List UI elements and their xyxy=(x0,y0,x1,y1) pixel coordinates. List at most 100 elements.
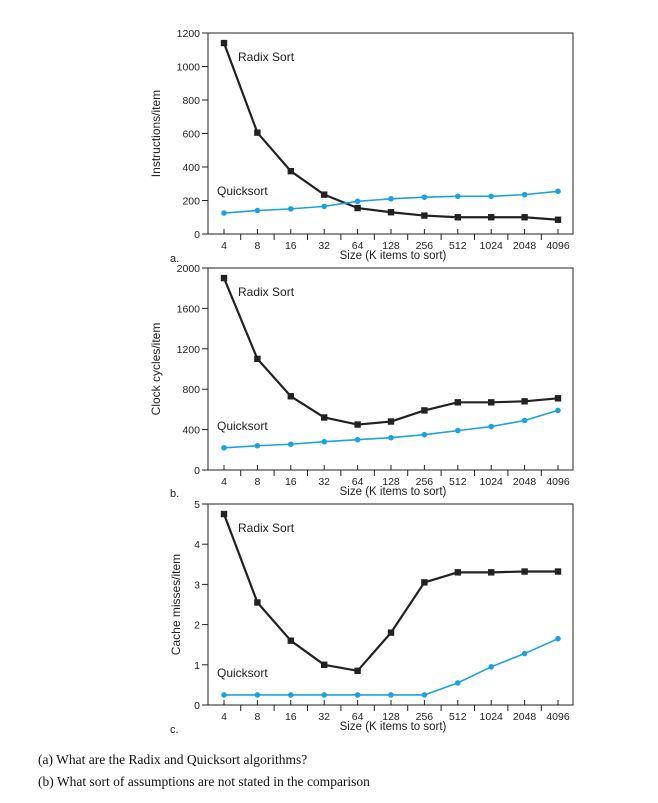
data-point-quicksort xyxy=(254,207,261,214)
data-point-radix xyxy=(421,212,428,219)
x-tick-label: 256 xyxy=(416,240,434,252)
x-axis-label: Size (K items to sort) xyxy=(340,486,447,498)
data-point-quicksort xyxy=(254,442,261,449)
data-point-radix xyxy=(321,661,328,668)
x-tick-label: 32 xyxy=(318,476,330,488)
question-b: (b) What sort of assumptions are not sta… xyxy=(38,774,370,789)
data-point-quicksort xyxy=(288,692,294,698)
x-tick-label: 2048 xyxy=(513,476,537,488)
x-tick-label: 4 xyxy=(221,240,227,252)
data-point-quicksort xyxy=(555,188,561,195)
y-tick-label: 2 xyxy=(194,620,200,632)
series-line-quicksort xyxy=(224,637,559,696)
data-point-quicksort xyxy=(488,664,495,670)
y-tick-label: 2000 xyxy=(177,263,201,275)
x-tick-label: 512 xyxy=(449,240,467,252)
data-point-radix xyxy=(521,214,528,221)
x-tick-label: 2048 xyxy=(513,711,537,723)
y-tick-label: 400 xyxy=(182,425,200,437)
x-tick-label: 64 xyxy=(352,240,364,252)
y-tick-label: 200 xyxy=(182,196,200,208)
data-point-radix xyxy=(454,569,461,576)
x-tick-label: 64 xyxy=(352,711,364,723)
data-point-radix xyxy=(287,637,294,644)
data-point-radix xyxy=(354,204,361,212)
x-tick-label: 4096 xyxy=(546,711,570,723)
data-point-quicksort xyxy=(321,692,328,698)
series-line-radix xyxy=(222,277,559,426)
data-point-quicksort xyxy=(421,431,428,438)
x-tick-label: 32 xyxy=(318,240,330,252)
data-point-radix xyxy=(220,39,228,47)
data-point-radix xyxy=(254,599,261,606)
data-point-radix xyxy=(454,214,461,221)
data-point-radix xyxy=(321,414,328,421)
y-axis-label: Clock cycles/item xyxy=(149,323,163,416)
data-point-quicksort xyxy=(488,193,495,200)
x-tick-label: 8 xyxy=(254,476,260,488)
data-point-quicksort xyxy=(521,650,528,657)
data-point-quicksort xyxy=(521,191,528,198)
chart-panel-3: 0 1 2 3 4 5 4 8 16 32 64 128 256 512 1024 2048 4096 Size … xyxy=(169,499,574,736)
x-tick-label: 128 xyxy=(382,476,400,488)
data-point-quicksort xyxy=(354,436,361,443)
data-point-radix xyxy=(521,398,528,405)
data-point-quicksort xyxy=(288,206,294,212)
data-point-radix xyxy=(287,167,294,175)
data-point-quicksort xyxy=(421,692,428,698)
chart-panel-1: 0 200 400 600 800 1000 1200 4 8 16 32 64 128 256 512 10… xyxy=(149,28,574,265)
y-tick-label: 800 xyxy=(182,384,200,396)
panel-label: c. xyxy=(170,724,179,736)
data-point-quicksort xyxy=(321,203,328,210)
x-tick-label: 1024 xyxy=(480,711,504,723)
x-tick-label: 4 xyxy=(221,476,227,488)
y-tick-label: 1 xyxy=(194,660,200,672)
data-point-radix xyxy=(421,579,428,586)
data-point-quicksort xyxy=(288,441,294,448)
data-point-radix xyxy=(354,667,361,675)
data-point-quicksort xyxy=(455,427,461,434)
series-label-quicksort: Quicksort xyxy=(217,666,268,680)
question-a: (a) What are the Radix and Quicksort alg… xyxy=(38,752,308,767)
data-point-radix xyxy=(488,214,495,221)
data-point-radix xyxy=(521,568,528,575)
y-tick-label: 1200 xyxy=(177,28,201,40)
x-tick-label: 2048 xyxy=(513,240,537,252)
x-tick-label: 8 xyxy=(254,711,260,723)
x-tick-label: 1024 xyxy=(480,476,504,488)
x-tick-label: 256 xyxy=(416,711,434,723)
series-label-radix: Radix Sort xyxy=(238,521,295,535)
data-point-quicksort xyxy=(521,417,528,424)
data-point-quicksort xyxy=(221,210,227,216)
data-point-radix xyxy=(321,191,328,198)
data-point-quicksort xyxy=(254,692,261,698)
y-tick-label: 5 xyxy=(194,499,200,511)
data-point-quicksort xyxy=(555,635,561,642)
x-tick-label: 16 xyxy=(285,476,297,488)
data-point-radix xyxy=(488,569,495,576)
data-point-radix xyxy=(254,355,261,363)
y-tick-label: 1000 xyxy=(177,62,201,74)
series-line-radix xyxy=(222,42,559,221)
y-tick-label: 400 xyxy=(182,162,200,174)
data-point-quicksort xyxy=(221,692,227,698)
y-axis-label: Cache misses/item xyxy=(169,554,183,655)
x-tick-label: 4 xyxy=(221,711,227,723)
x-tick-label: 512 xyxy=(449,476,467,488)
data-point-quicksort xyxy=(321,438,328,445)
y-tick-label: 1200 xyxy=(177,344,201,356)
chart-panel-2: 0 400 800 1200 1600 2000 4 8 16 32 64 128 256 512 1024… xyxy=(149,263,574,500)
data-point-radix xyxy=(387,209,395,216)
data-point-radix xyxy=(287,393,294,400)
series-label-quicksort: Quicksort xyxy=(217,184,268,198)
x-tick-label: 128 xyxy=(382,711,400,723)
series-line-radix xyxy=(222,513,558,672)
x-tick-label: 64 xyxy=(352,476,364,488)
data-point-radix xyxy=(387,629,395,636)
data-point-quicksort xyxy=(555,407,561,414)
series-label-quicksort: Quicksort xyxy=(217,419,268,433)
data-point-quicksort xyxy=(354,692,361,698)
panel-label: a. xyxy=(170,253,179,265)
y-tick-label: 1600 xyxy=(177,303,201,315)
